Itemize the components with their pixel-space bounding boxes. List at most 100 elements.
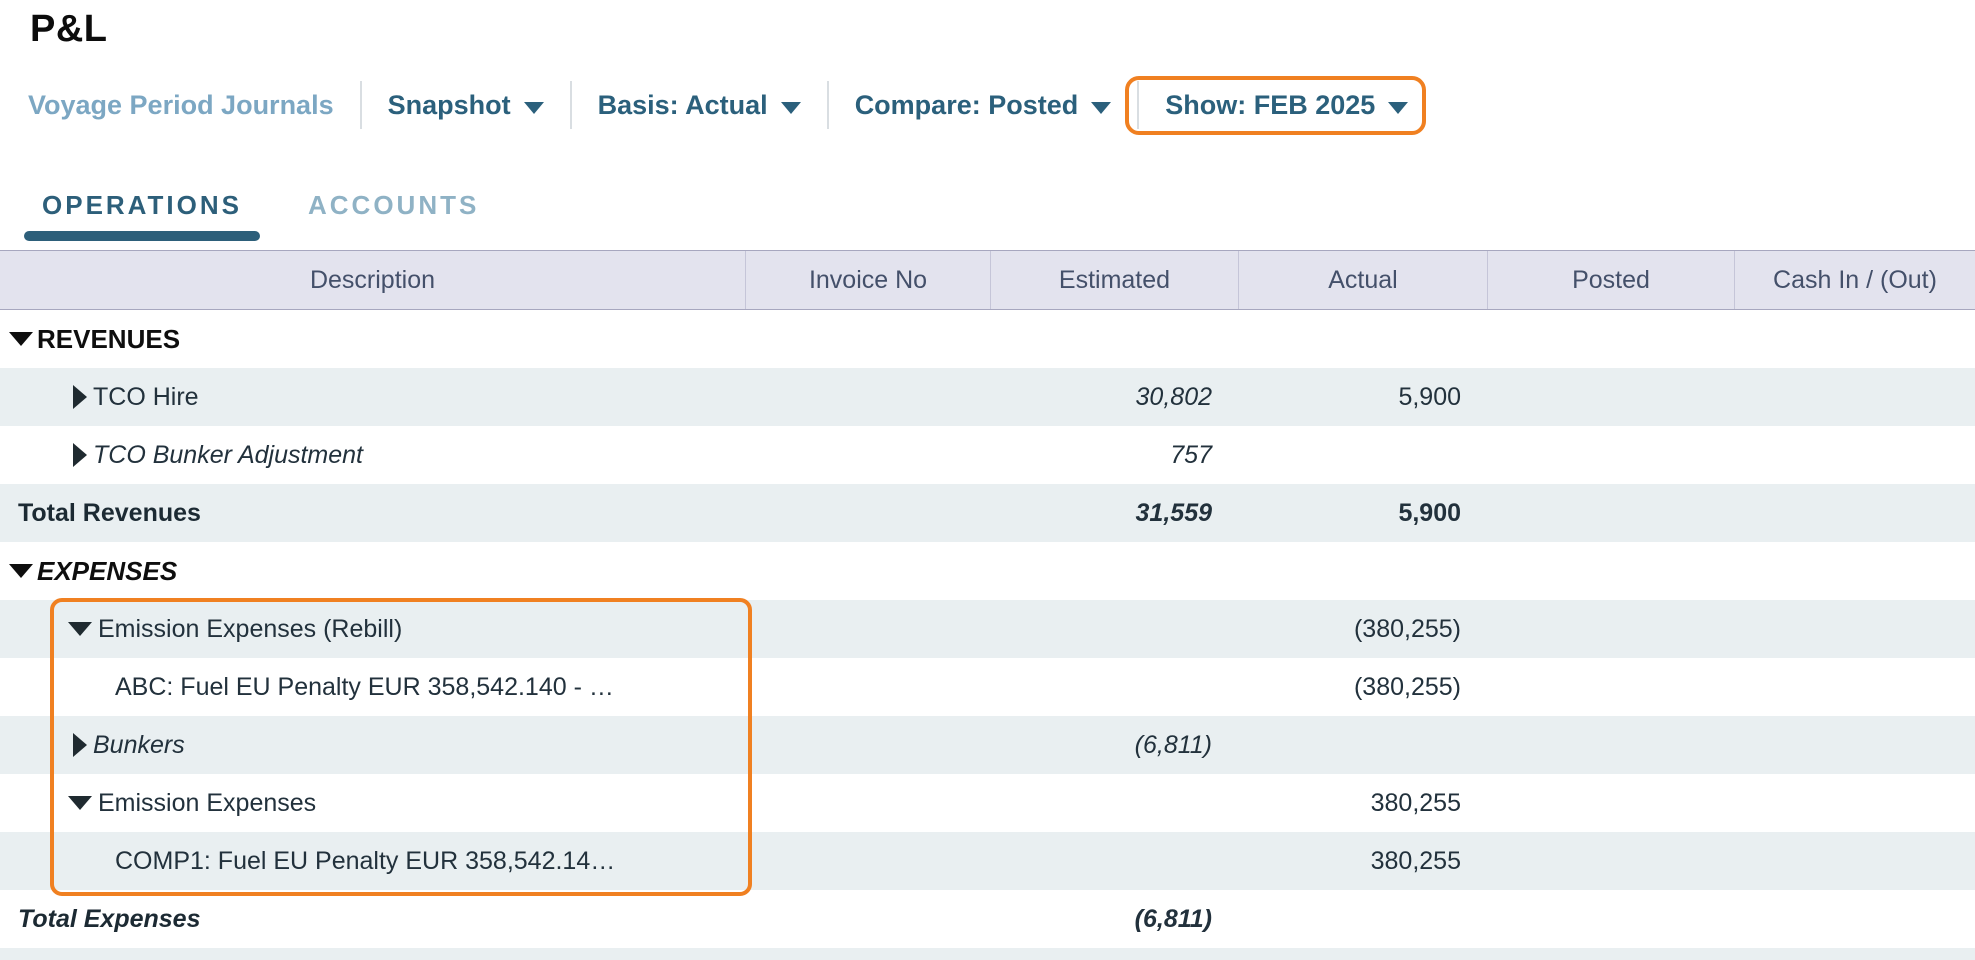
row-label-cell: Total Expenses xyxy=(0,890,745,948)
expand-triangle-icon[interactable] xyxy=(73,385,87,409)
cell-cash_in_out xyxy=(1734,716,1975,774)
cell-estimated xyxy=(990,542,1238,600)
row-label: Total Expenses xyxy=(18,904,201,933)
dropdown-show-feb-2025[interactable]: Show: FEB 2025 xyxy=(1125,75,1427,135)
cell-posted xyxy=(1487,600,1734,658)
cell-cash_in_out xyxy=(1734,774,1975,832)
cell-actual: 380,255 xyxy=(1370,846,1461,875)
table-row: Total Revenues 31,559 5,900 xyxy=(0,484,1975,542)
cell-actual: (380,255) xyxy=(1353,672,1461,701)
row-label: COMP1: Fuel EU Penalty EUR 358,542.14… xyxy=(115,846,616,875)
cell-posted xyxy=(1487,368,1734,426)
toolbar-separator xyxy=(1137,81,1140,129)
cell-posted xyxy=(1487,542,1734,600)
table-row[interactable]: EXPENSES xyxy=(0,542,1975,600)
table-row[interactable]: REVENUES xyxy=(0,310,1975,368)
toolbar-separator xyxy=(359,81,362,129)
cell-actual xyxy=(1238,716,1487,774)
cell-estimated xyxy=(990,774,1238,832)
row-label-cell: Total Revenues xyxy=(0,484,745,542)
cell-actual: 380,255 xyxy=(1370,788,1461,817)
row-label: Bunkers xyxy=(93,730,185,759)
cell-actual xyxy=(1238,426,1487,484)
cell-posted xyxy=(1487,890,1734,948)
collapse-triangle-icon[interactable] xyxy=(68,622,92,636)
dropdown-compare-posted[interactable]: Compare: Posted xyxy=(855,90,1112,121)
cell-invoice_no xyxy=(745,774,990,832)
cell-actual: 5,900 xyxy=(1398,382,1461,411)
table-row[interactable]: Emission Expenses 380,255 xyxy=(0,774,1975,832)
table-header-row: Description Invoice No Estimated Actual Post… xyxy=(0,250,1975,310)
dropdown-basis-actual[interactable]: Basis: Actual xyxy=(598,90,801,121)
toolbar-separator xyxy=(826,81,829,129)
toolbar: Voyage Period Journals Snapshot Basis: Ac… xyxy=(28,75,1427,135)
row-label-cell[interactable]: Emission Expenses xyxy=(0,774,745,832)
table-row: ABC: Fuel EU Penalty EUR 358,542.140 - …… xyxy=(0,658,1975,716)
voyage-period-journals-link[interactable]: Voyage Period Journals xyxy=(28,89,334,120)
chevron-down-icon xyxy=(523,101,544,114)
cell-invoice_no xyxy=(745,832,990,890)
cell-cash_in_out xyxy=(1734,484,1975,542)
cell-estimated: 757 xyxy=(1170,440,1212,469)
row-label-cell[interactable]: Emission Expenses (Rebill) xyxy=(0,600,745,658)
toolbar-separator xyxy=(569,81,572,129)
collapse-triangle-icon[interactable] xyxy=(9,564,33,578)
page-title: P&L xyxy=(30,8,108,50)
cell-actual: (380,255) xyxy=(1353,614,1461,643)
collapse-triangle-icon[interactable] xyxy=(9,332,33,346)
partial-next-row xyxy=(0,948,1975,960)
table-row: Total Expenses (6,811) xyxy=(0,890,1975,948)
column-header-invoice-no: Invoice No xyxy=(745,251,990,309)
dropdown-label: Basis: Actual xyxy=(597,89,768,120)
row-label-cell[interactable]: TCO Hire xyxy=(0,368,745,426)
cell-invoice_no xyxy=(745,310,990,368)
row-label: TCO Bunker Adjustment xyxy=(93,440,364,469)
cell-estimated: (6,811) xyxy=(1134,730,1212,759)
cell-cash_in_out xyxy=(1734,368,1975,426)
column-header-posted: Posted xyxy=(1487,251,1734,309)
cell-invoice_no xyxy=(745,890,990,948)
table-row[interactable]: TCO Hire 30,802 5,900 xyxy=(0,368,1975,426)
row-label: Total Revenues xyxy=(18,498,201,527)
cell-posted xyxy=(1487,774,1734,832)
cell-estimated xyxy=(990,310,1238,368)
cell-cash_in_out xyxy=(1734,832,1975,890)
table-body: REVENUES TCO Hire 30,802 5,900 TCO Bunker Ad… xyxy=(0,310,1975,948)
expand-triangle-icon[interactable] xyxy=(73,443,87,467)
cell-invoice_no xyxy=(745,542,990,600)
pl-table: Description Invoice No Estimated Actual Post… xyxy=(0,250,1975,960)
dropdown-snapshot[interactable]: Snapshot xyxy=(388,90,544,121)
cell-posted xyxy=(1487,832,1734,890)
row-label: REVENUES xyxy=(37,323,181,354)
row-label-cell[interactable]: Bunkers xyxy=(0,716,745,774)
tab-accounts[interactable]: ACCOUNTS xyxy=(307,190,480,220)
dropdown-label: Show: FEB 2025 xyxy=(1165,89,1376,120)
cell-cash_in_out xyxy=(1734,600,1975,658)
cell-estimated xyxy=(990,600,1238,658)
tab-operations[interactable]: OPERATIONS xyxy=(24,190,260,241)
cell-estimated: 31,559 xyxy=(1135,498,1212,527)
row-label: Emission Expenses (Rebill) xyxy=(98,614,403,643)
cell-cash_in_out xyxy=(1734,426,1975,484)
row-label-cell[interactable]: REVENUES xyxy=(0,310,745,368)
cell-invoice_no xyxy=(745,600,990,658)
row-label-cell[interactable]: TCO Bunker Adjustment xyxy=(0,426,745,484)
cell-estimated: 30,802 xyxy=(1135,382,1212,411)
row-label-cell[interactable]: EXPENSES xyxy=(0,542,745,600)
cell-actual xyxy=(1238,542,1487,600)
table-row[interactable]: Bunkers (6,811) xyxy=(0,716,1975,774)
cell-estimated: (6,811) xyxy=(1134,904,1212,933)
collapse-triangle-icon[interactable] xyxy=(68,796,92,810)
cell-invoice_no xyxy=(745,658,990,716)
tab-bar: OPERATIONS ACCOUNTS xyxy=(24,190,497,241)
table-row[interactable]: TCO Bunker Adjustment 757 xyxy=(0,426,1975,484)
cell-posted xyxy=(1487,310,1734,368)
cell-invoice_no xyxy=(745,426,990,484)
cell-actual xyxy=(1238,310,1487,368)
row-label: EXPENSES xyxy=(37,555,178,586)
expand-triangle-icon[interactable] xyxy=(73,733,87,757)
row-label: Emission Expenses xyxy=(98,788,317,817)
dropdown-label: Compare: Posted xyxy=(854,89,1079,120)
cell-estimated xyxy=(990,658,1238,716)
table-row[interactable]: Emission Expenses (Rebill) (380,255) xyxy=(0,600,1975,658)
